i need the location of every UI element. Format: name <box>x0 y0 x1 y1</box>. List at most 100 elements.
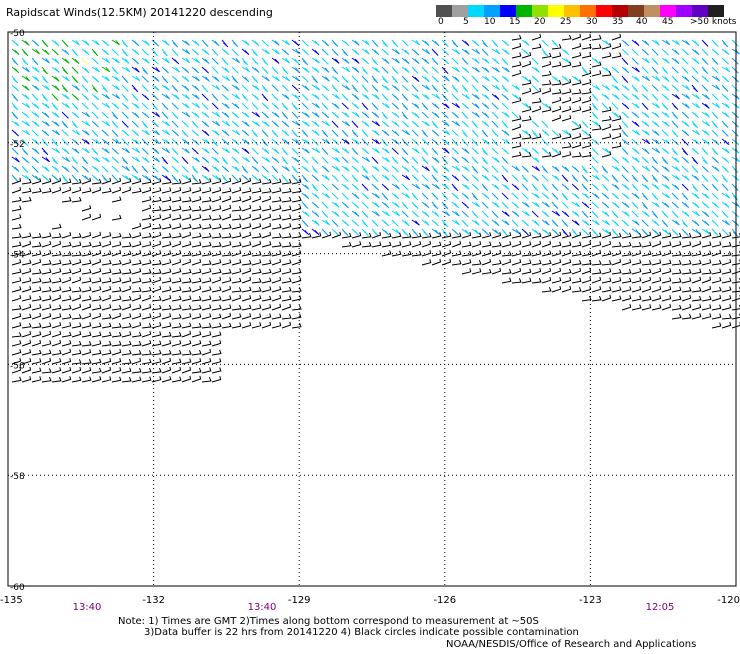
wind-barb <box>391 228 401 235</box>
wind-barb <box>291 84 299 92</box>
wind-barb <box>311 219 320 226</box>
wind-barb <box>91 249 102 257</box>
wind-barb <box>201 174 210 181</box>
wind-barb <box>541 201 550 208</box>
wind-barb <box>721 57 729 65</box>
wind-barb <box>91 331 102 338</box>
wind-barb <box>391 250 402 257</box>
wind-barb <box>571 75 580 82</box>
wind-barb <box>141 102 149 110</box>
wind-barb <box>181 196 192 203</box>
wind-barb <box>381 210 390 217</box>
wind-barb <box>461 93 470 100</box>
wind-barb <box>511 219 519 227</box>
wind-barb <box>231 165 240 172</box>
wind-barb <box>261 241 272 248</box>
wind-barb <box>171 304 182 311</box>
wind-barb <box>301 120 310 127</box>
wind-barb <box>191 258 202 266</box>
wind-barb <box>731 138 740 146</box>
wind-barb <box>151 196 162 203</box>
wind-barb <box>561 183 570 191</box>
wind-barb <box>51 147 60 154</box>
wind-barb <box>261 57 269 66</box>
wind-barb <box>51 277 62 284</box>
wind-barb <box>21 156 30 164</box>
wind-barb <box>131 147 141 154</box>
wind-barb <box>341 156 349 164</box>
wind-barb <box>241 286 252 293</box>
wind-barb <box>261 75 270 82</box>
wind-barb <box>671 277 682 284</box>
wind-barb <box>591 232 602 239</box>
wind-barb <box>291 196 302 203</box>
wind-barb <box>111 358 122 365</box>
wind-barb <box>181 187 192 194</box>
wind-barb <box>51 174 60 182</box>
wind-barb <box>451 228 459 236</box>
wind-barb <box>61 102 70 109</box>
wind-barb <box>81 341 92 347</box>
wind-barb <box>231 84 240 91</box>
wind-barb <box>531 165 540 172</box>
legend-swatch <box>612 5 628 17</box>
wind-barb <box>331 219 339 227</box>
wind-barb <box>141 165 149 174</box>
wind-barb <box>201 102 209 110</box>
wind-barb <box>61 129 69 137</box>
wind-barb <box>571 277 582 284</box>
wind-barb <box>621 138 630 146</box>
wind-barb <box>381 156 390 163</box>
longitude-tick-label: -120 <box>717 595 740 606</box>
wind-barb <box>151 331 162 338</box>
wind-barb <box>471 260 482 266</box>
wind-barb <box>451 39 459 48</box>
wind-barb <box>81 66 90 74</box>
wind-barb <box>121 186 132 194</box>
wind-barb <box>581 259 592 266</box>
wind-barb <box>81 84 89 92</box>
wind-barb <box>131 57 140 65</box>
wind-barb <box>21 187 32 194</box>
wind-barb <box>571 165 580 173</box>
wind-barb <box>291 66 300 73</box>
wind-barb <box>71 376 82 383</box>
wind-barb <box>281 314 292 320</box>
wind-barb <box>711 201 720 209</box>
wind-barb <box>61 358 72 365</box>
wind-barb <box>691 57 700 65</box>
wind-barb <box>521 79 532 86</box>
wind-barb <box>331 84 339 93</box>
wind-barb <box>321 192 330 199</box>
wind-barb <box>661 102 669 111</box>
wind-barb <box>571 33 582 41</box>
wind-barb <box>341 39 350 47</box>
wind-barb <box>521 183 529 191</box>
wind-barb <box>511 115 522 122</box>
wind-barb <box>631 93 640 100</box>
wind-barb <box>291 313 302 320</box>
wind-barb <box>131 129 140 137</box>
wind-barb <box>41 156 50 163</box>
wind-barb <box>421 129 429 138</box>
wind-barb <box>221 312 232 320</box>
wind-barb <box>61 75 70 82</box>
pass-time-label: 12:05 <box>646 602 675 613</box>
wind-barb <box>231 57 241 64</box>
wind-barb <box>711 294 722 302</box>
wind-barb <box>721 295 732 302</box>
wind-barb <box>261 231 272 239</box>
wind-barb <box>51 57 60 64</box>
wind-barb <box>281 321 292 329</box>
wind-barb <box>551 165 560 172</box>
legend-swatch <box>628 5 644 17</box>
wind-barb <box>431 219 439 227</box>
wind-barb <box>141 147 149 155</box>
wind-barb <box>491 228 500 235</box>
wind-barb <box>51 138 59 147</box>
wind-barb <box>681 259 692 266</box>
wind-barb <box>291 111 299 119</box>
wind-barb <box>221 156 229 165</box>
wind-barb <box>731 120 739 128</box>
wind-barb <box>121 165 130 172</box>
